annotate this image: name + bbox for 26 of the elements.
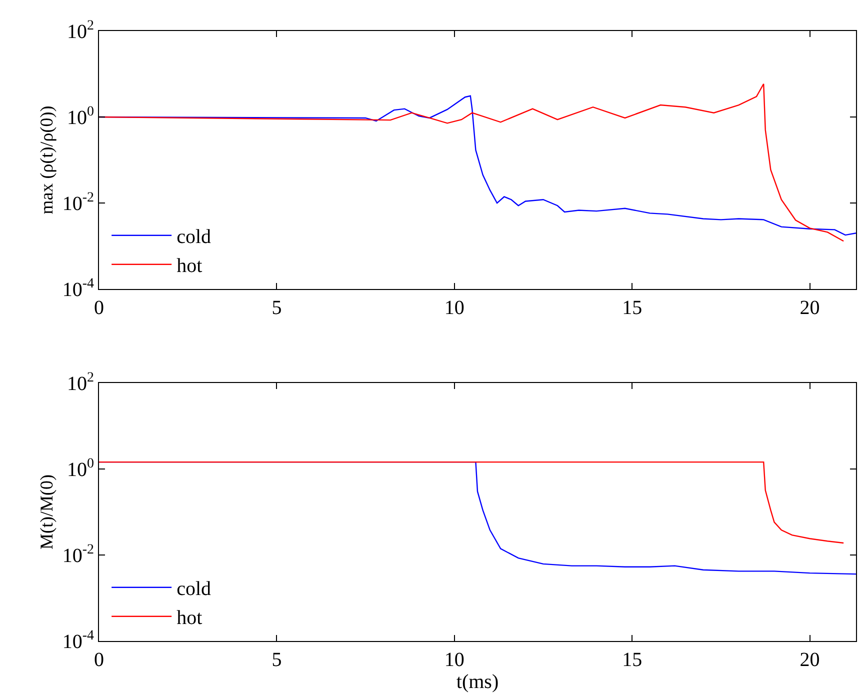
x-tick-label: 15 [622,297,642,320]
y-tick-label: 10$^{0}$ [67,456,94,481]
x-tick-label: 10 [444,649,464,671]
y-tick-label: 10$^{-4}$ [62,628,94,653]
legend-label: hot [176,607,203,630]
x-tick-label: 15 [622,649,642,671]
y-tick-label: 10$^{2}$ [67,18,94,43]
x-tick-label: 5 [272,649,282,671]
line-series [99,461,844,544]
x-tick-label: 0 [94,297,104,320]
x-tick-label: 20 [800,649,820,671]
legend-label: cold [176,578,212,600]
y-tick-label: 10$^{0}$ [67,104,94,130]
legend-label: cold [176,226,212,248]
legend-label: hot [176,255,203,278]
x-tick-label: 5 [272,297,282,320]
y-tick-label: 10$^{-2}$ [62,542,94,567]
y-tick-label: 10$^{2}$ [67,370,94,395]
x-tick-label: 10 [444,297,464,320]
x-tick-label: 20 [800,297,820,320]
x-tick-label: 0 [94,649,104,671]
y-tick-label: 10$^{-2}$ [62,190,94,216]
y-axis-title: M(t)/M(0) [36,474,57,550]
y-tick-label: 10$^{-4}$ [62,276,94,302]
x-axis-title: t(ms) [456,671,499,693]
y-axis-title: max (ρ(t)/ρ(0)) [36,106,57,214]
